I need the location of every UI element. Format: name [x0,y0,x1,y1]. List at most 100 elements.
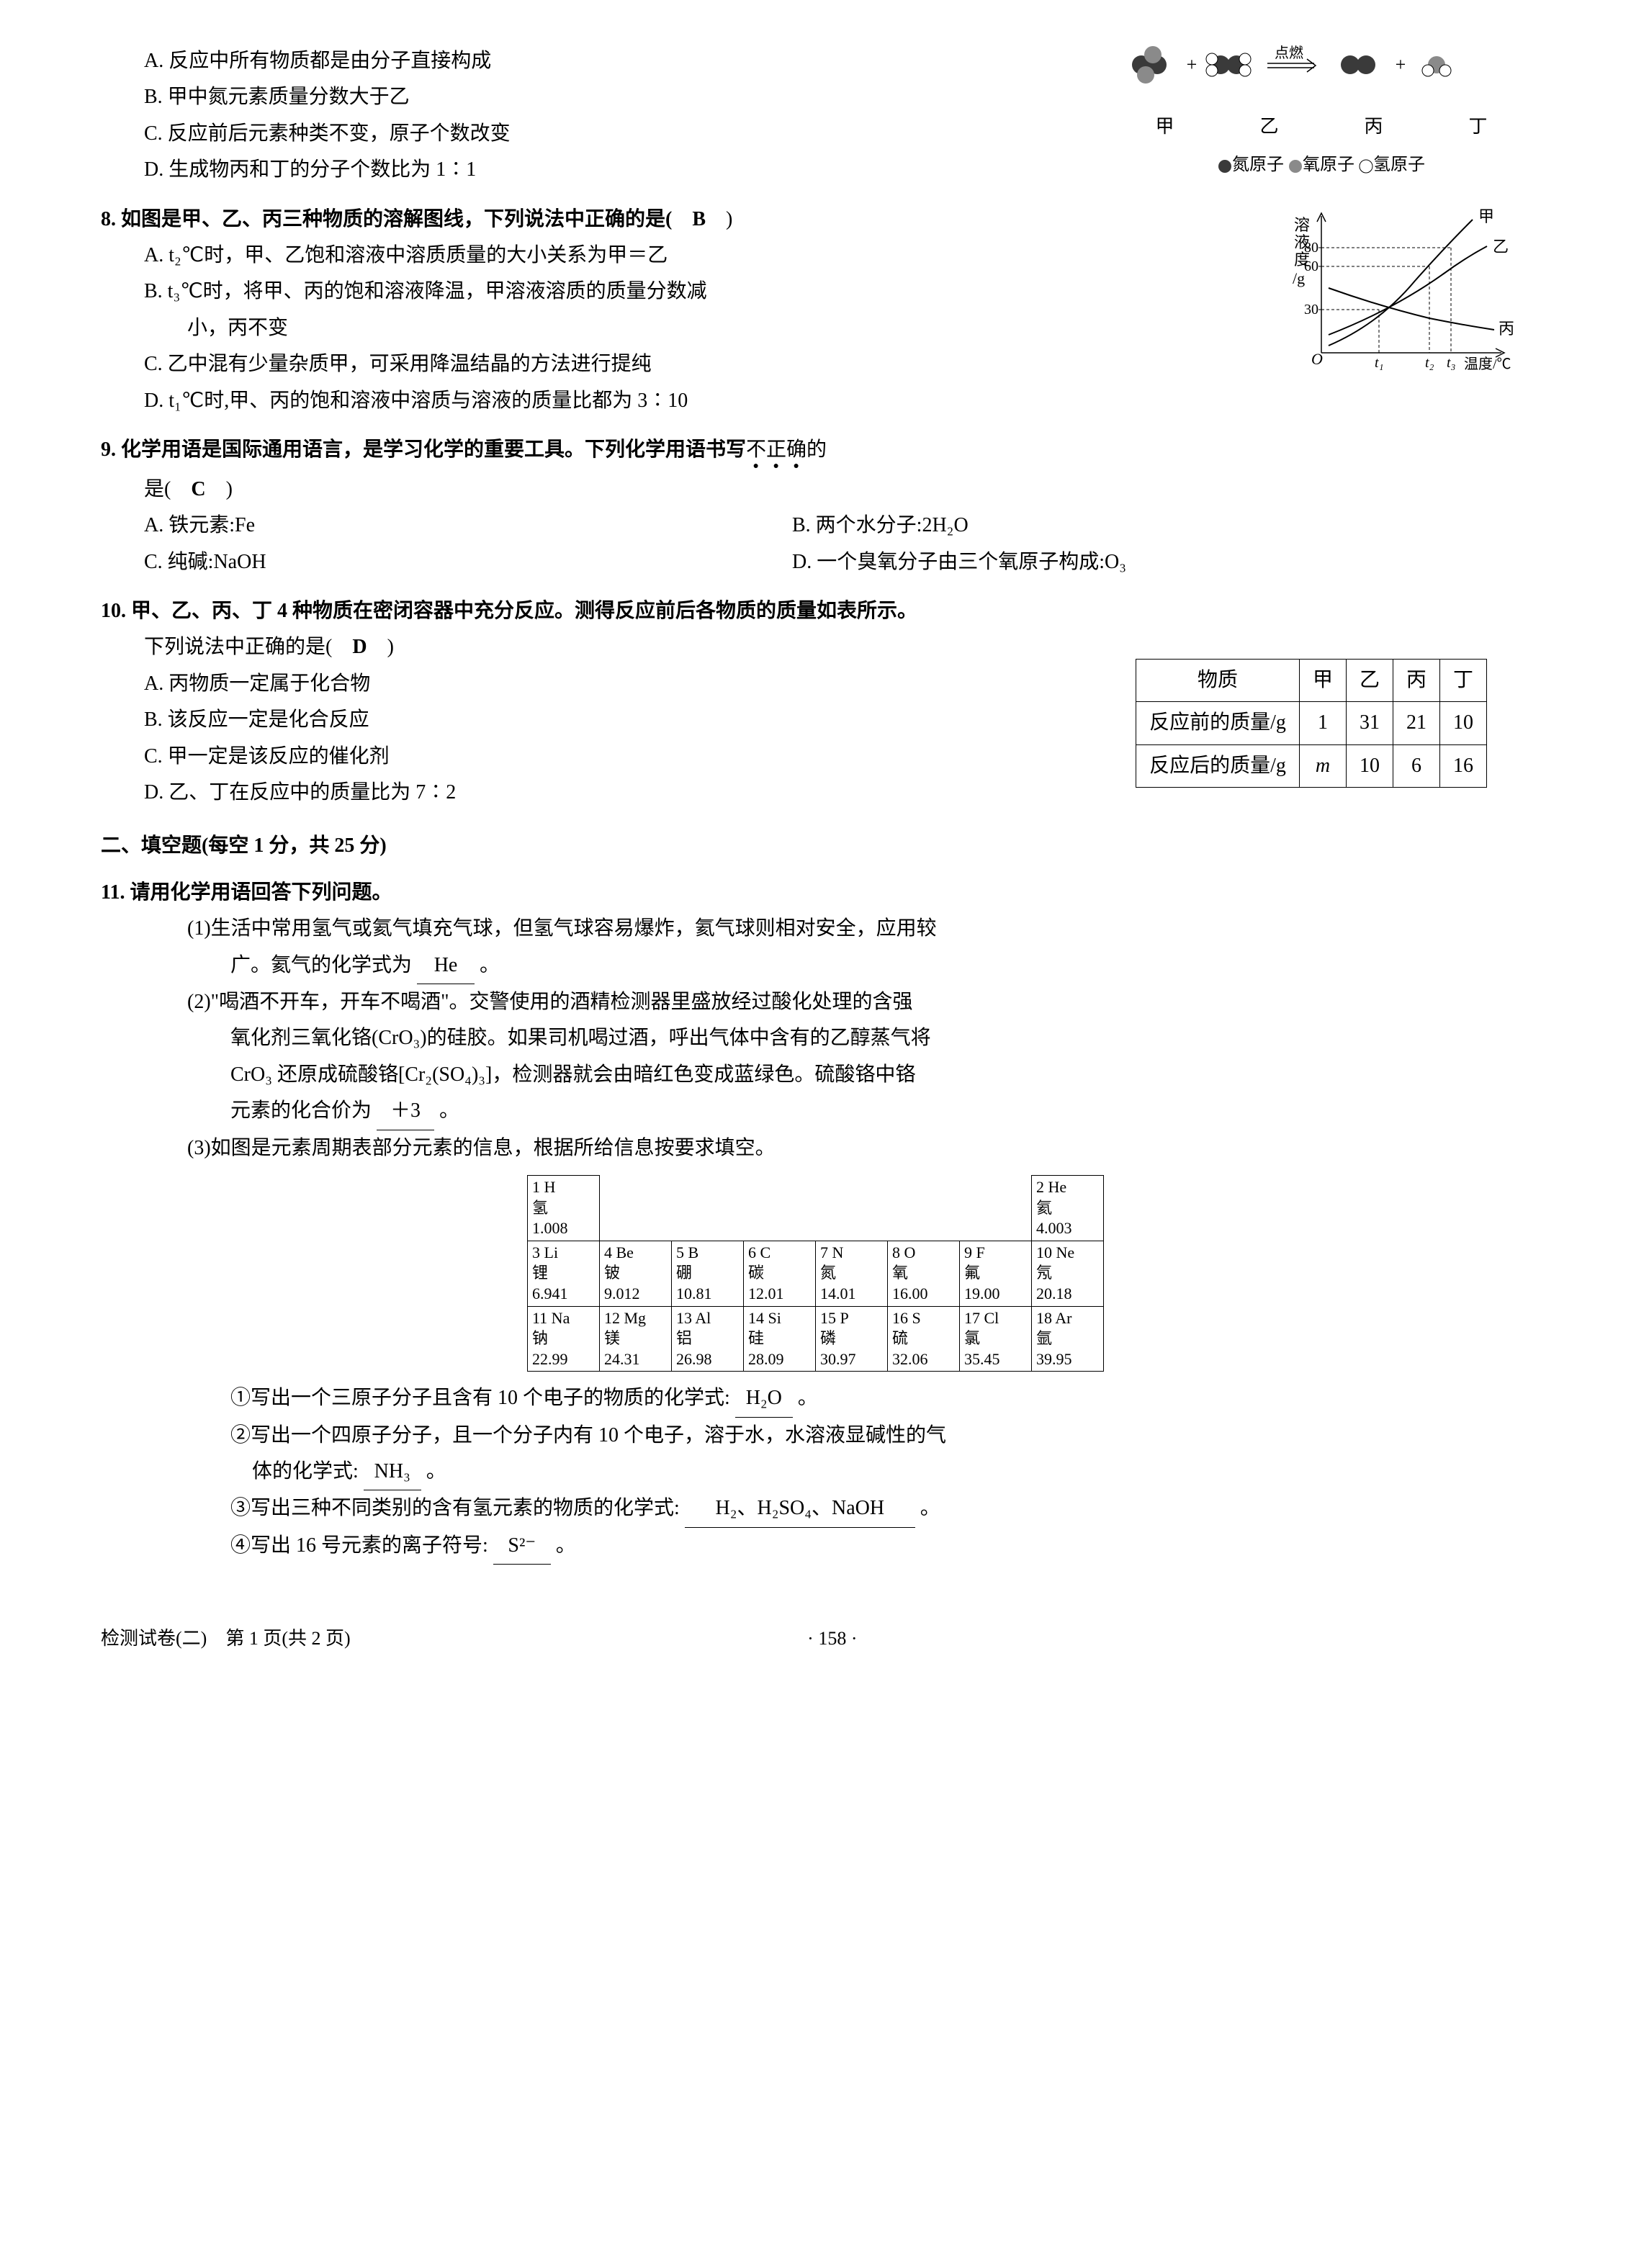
q11-p3-4: ④写出 16 号元素的离子符号: S²⁻ 。 [101,1528,1530,1565]
q11-p3-2-ans: NH₃ [364,1454,421,1490]
svg-text:60: 60 [1304,258,1318,274]
q11-p3-3b: 。 [920,1497,940,1519]
table-row: 物质 甲 乙 丙 丁 [1136,659,1487,701]
q9-option-d: D. 一个臭氧分子由三个氧原子构成:O₃ [792,544,1530,580]
th-jiǎ: 甲 [1299,659,1346,701]
q9-option-a: A. 铁元素:Fe [144,508,792,544]
svg-text:丙: 丙 [1499,320,1514,338]
q11-p3-4-ans: S²⁻ [493,1528,551,1565]
svg-text:30: 30 [1304,302,1318,318]
q10-stem2a: 下列说法中正确的是( [144,636,352,658]
r1c1: 1 [1299,702,1346,744]
element-cell: 10 Ne氖20.18 [1032,1241,1104,1306]
q11-p3-3-ans: H₂、H₂SO₄、NaOH [685,1490,915,1527]
th-substance: 物质 [1136,659,1300,701]
element-cell: 13 Al铝26.98 [672,1306,744,1372]
molecule-labels: 甲 乙 丙 丁 [1113,110,1530,144]
table-row: 1 H氢1.008 2 He氦4.003 [528,1175,1104,1241]
q11-p1b: 广。氦气的化学式为 He 。 [101,948,1530,984]
svg-text:溶: 溶 [1294,216,1310,234]
svg-text:80: 80 [1304,240,1318,256]
r1c4: 10 [1439,702,1486,744]
question-8: 溶 液 度 /g 80 60 30 甲 乙 丙 O t₁ [101,202,1530,419]
table-row: 反应前的质量/g 1 31 21 10 [1136,702,1487,744]
element-cell: 12 Mg镁24.31 [600,1306,672,1372]
svg-text:+: + [1187,54,1198,75]
r1c0: 反应前的质量/g [1136,702,1300,744]
element-cell: 4 Be铍9.012 [600,1241,672,1306]
q11-p3-3: ③写出三种不同类别的含有氢元素的物质的化学式: H₂、H₂SO₄、NaOH 。 [101,1490,1530,1527]
question-11: 11. 请用化学用语回答下列问题。 (1)生活中常用氢气或氦气填充气球，但氢气球… [101,875,1530,1565]
svg-text:O: O [1311,350,1323,368]
question-10: 10. 甲、乙、丙、丁 4 种物质在密闭容器中充分反应。测得反应前后各物质的质量… [101,593,1530,811]
q11-p3-4b: 。 [556,1534,576,1557]
r2c4: 16 [1439,744,1486,787]
question-9: 9. 化学用语是国际通用语言，是学习化学的重要工具。下列化学用语书写不正确的 是… [101,432,1530,580]
r2c3: 6 [1393,744,1439,787]
q10-stem1: 10. 甲、乙、丙、丁 4 种物质在密闭容器中充分反应。测得反应前后各物质的质量… [101,593,1530,629]
q11-p1b-a: 广。氦气的化学式为 [230,954,412,976]
q9-options-row1: A. 铁元素:Fe B. 两个水分子:2H₂O [101,508,1530,544]
q11-p2-answer: ＋3 [377,1093,434,1130]
element-cell: 17 Cl氯35.45 [960,1306,1032,1372]
r2c0: 反应后的质量/g [1136,744,1300,787]
q11-p2c: CrO₃ 还原成硫酸铬[Cr₂(SO₄)₃]，检测器就会由暗红色变成蓝绿色。硫酸… [101,1057,1530,1093]
q11-p3-1a: ①写出一个三原子分子且含有 10 个电子的物质的化学式: [230,1387,730,1409]
q9-stem-d: ) [206,478,233,500]
svg-text:点燃: 点燃 [1275,45,1303,61]
q11-p3-3a: ③写出三种不同类别的含有氢元素的物质的化学式: [230,1497,680,1519]
q11-p3-2b-b: 。 [426,1460,446,1482]
r2c2: 10 [1346,744,1393,787]
molecule-svg: + 点燃 + [1113,43,1530,94]
q10-stem2b: ) [367,636,394,658]
footer-center: · 158 · [351,1622,1314,1656]
empty-cell [960,1175,1032,1241]
solubility-chart: 溶 液 度 /g 80 60 30 甲 乙 丙 O t₁ [1285,202,1530,401]
q10-answer: D [352,636,367,658]
empty-cell [600,1175,672,1241]
svg-text:+: + [1396,54,1406,75]
q11-p1b-b: 。 [480,954,500,976]
q9-stem-a: 9. 化学用语是国际通用语言，是学习化学的重要工具。下列化学用语书写 [101,438,746,461]
mol-label-2: 乙 [1259,110,1278,144]
svg-text:乙: 乙 [1493,238,1509,256]
element-cell: 18 Ar氩39.95 [1032,1306,1104,1372]
q11-stem-text: 11. 请用化学用语回答下列问题。 [101,881,392,904]
element-cell: 1 H氢1.008 [528,1175,600,1241]
page-footer: 检测试卷(二) 第 1 页(共 2 页) · 158 · [101,1622,1530,1656]
q8-answer: B [692,208,706,230]
empty-cell [816,1175,888,1241]
q11-p3-1b: 。 [798,1387,818,1409]
q9-stem-b: 的 [806,438,827,461]
th-bing: 丙 [1393,659,1439,701]
element-cell: 2 He氦4.003 [1032,1175,1104,1241]
footer-left: 检测试卷(二) 第 1 页(共 2 页) [101,1622,351,1656]
empty-cell [744,1175,816,1241]
empty-cell [672,1175,744,1241]
element-cell: 7 N氮14.01 [816,1241,888,1306]
element-cell: 11 Na钠22.99 [528,1306,600,1372]
periodic-table: 1 H氢1.0082 He氦4.0033 Li锂6.9414 Be铍9.0125… [527,1175,1104,1372]
element-cell: 9 F氟19.00 [960,1241,1032,1306]
section-2-title: 二、填空题(每空 1 分，共 25 分) [101,828,1530,864]
q9-option-c: C. 纯碱:NaOH [144,544,792,580]
q11-p3-2b: 体的化学式: NH₃ 。 [101,1454,1530,1490]
r2c1: m [1299,744,1346,787]
q11-p2a: (2)"喝酒不开车，开车不喝酒"。交警使用的酒精检测器里盛放经过酸化处理的含强 [101,984,1530,1020]
molecule-reaction-diagram: + 点燃 + 甲 乙 丙 丁 氮原子 氧原子 氢原子 [1113,43,1530,181]
q11-p2d-a: 元素的化合价为 [230,1099,372,1122]
q9-emph: 不正确 [746,438,806,461]
table-row: 11 Na钠22.9912 Mg镁24.3113 Al铝26.9814 Si硅2… [528,1306,1104,1372]
question-7-continued: + 点燃 + 甲 乙 丙 丁 氮原子 氧原子 氢原子 A. 反应 [101,43,1530,189]
q11-p2b: 氧化剂三氧化铬(CrO₃)的硅胶。如果司机喝过酒，呼出气体中含有的乙醇蒸气将 [101,1020,1530,1056]
th-yi: 乙 [1346,659,1393,701]
svg-text:t₂: t₂ [1425,355,1434,371]
svg-text:/g: /g [1293,269,1305,287]
q9-stem-line1: 9. 化学用语是国际通用语言，是学习化学的重要工具。下列化学用语书写不正确的 [101,432,1530,472]
q9-answer: C [191,478,205,500]
table-row: 反应后的质量/g m 10 6 16 [1136,744,1487,787]
q11-p3-1-ans: H₂O [735,1380,793,1417]
q10-stem1-text: 10. 甲、乙、丙、丁 4 种物质在密闭容器中充分反应。测得反应前后各物质的质量… [101,600,917,622]
q10-mass-table: 物质 甲 乙 丙 丁 反应前的质量/g 1 31 21 10 反应后的质量/g … [1136,659,1487,788]
q11-p2d: 元素的化合价为 ＋3 。 [101,1093,1530,1130]
